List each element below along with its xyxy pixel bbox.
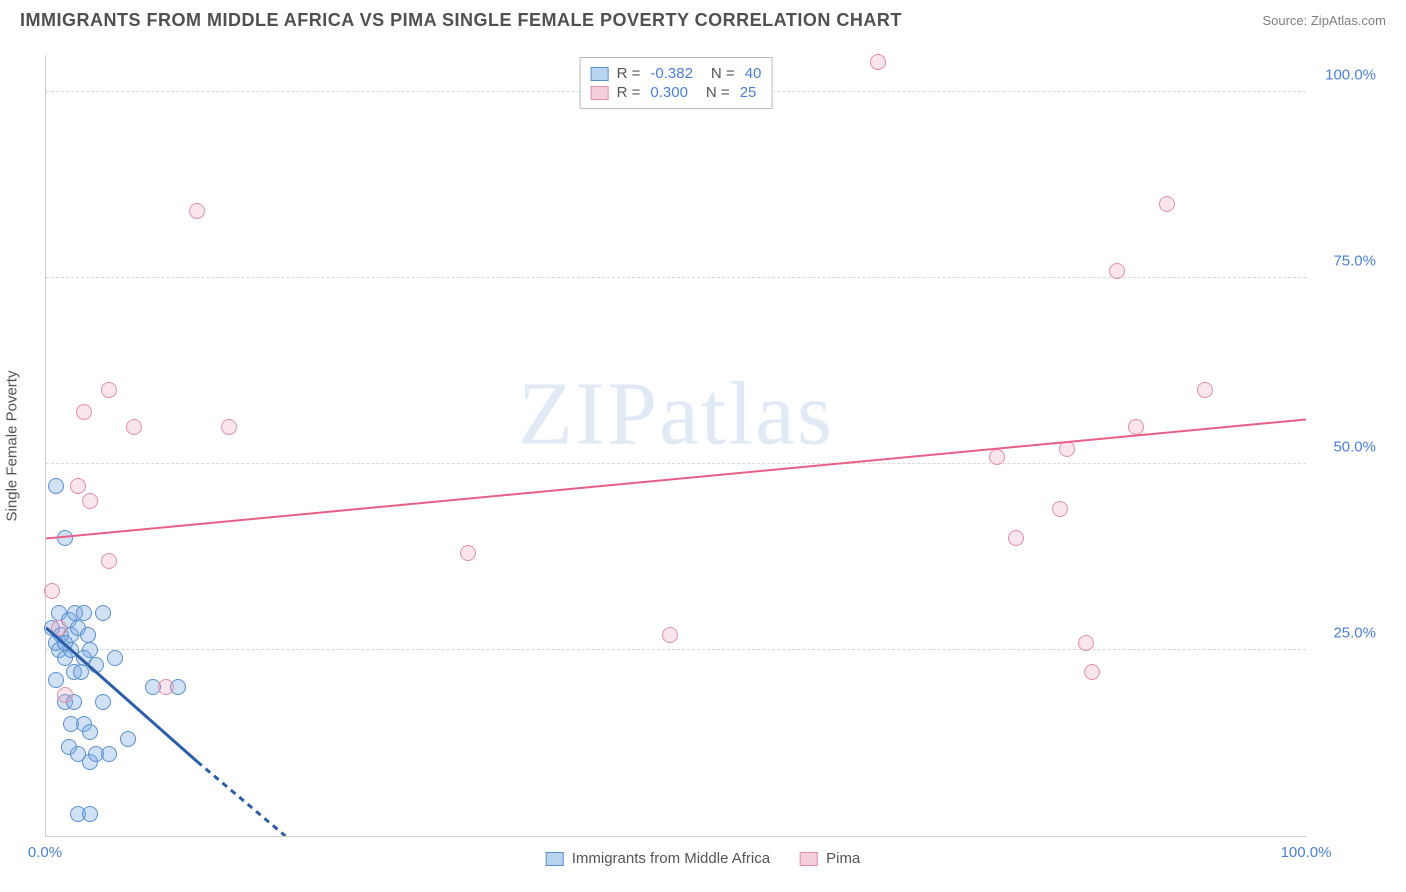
scatter-point-pima (1078, 635, 1094, 651)
scatter-point-pima (1128, 419, 1144, 435)
scatter-point-pima (51, 620, 67, 636)
y-tick-label: 100.0% (1325, 67, 1376, 84)
chart-header: IMMIGRANTS FROM MIDDLE AFRICA VS PIMA SI… (0, 0, 1406, 31)
legend-swatch (591, 67, 609, 81)
legend-item-pima: Pima (800, 850, 860, 867)
scatter-point-pima (1008, 530, 1024, 546)
legend-swatch (800, 852, 818, 866)
scatter-point-immigrants (101, 746, 117, 762)
gridline (46, 463, 1306, 464)
scatter-point-pima (221, 419, 237, 435)
scatter-point-pima (158, 679, 174, 695)
correlation-legend: R = -0.382 N = 40 R = 0.300 N = 25 (580, 57, 773, 109)
scatter-point-pima (44, 583, 60, 599)
scatter-point-immigrants (80, 627, 96, 643)
scatter-point-pima (189, 203, 205, 219)
scatter-point-immigrants (57, 635, 73, 651)
legend-r-value: -0.382 (650, 65, 693, 82)
y-tick-label: 25.0% (1333, 625, 1376, 642)
scatter-point-pima (101, 382, 117, 398)
scatter-point-immigrants (48, 672, 64, 688)
series-legend: Immigrants from Middle Africa Pima (546, 850, 861, 867)
scatter-point-pima (1197, 382, 1213, 398)
legend-label: Immigrants from Middle Africa (572, 850, 770, 867)
legend-row-immigrants: R = -0.382 N = 40 (591, 65, 762, 82)
scatter-point-immigrants (82, 806, 98, 822)
gridline (46, 649, 1306, 650)
scatter-point-pima (1052, 501, 1068, 517)
legend-r-value: 0.300 (650, 84, 688, 101)
watermark: ZIPatlas (518, 363, 834, 466)
scatter-point-immigrants (73, 664, 89, 680)
scatter-point-pima (76, 404, 92, 420)
scatter-point-pima (1084, 664, 1100, 680)
scatter-point-pima (70, 478, 86, 494)
scatter-point-pima (989, 449, 1005, 465)
x-tick-label: 100.0% (1281, 844, 1332, 861)
legend-swatch (591, 86, 609, 100)
legend-n-value: 40 (745, 65, 762, 82)
legend-n-value: 25 (740, 84, 757, 101)
legend-label: Pima (826, 850, 860, 867)
trend-lines (46, 55, 1306, 836)
scatter-point-immigrants (107, 650, 123, 666)
scatter-point-immigrants (76, 605, 92, 621)
trend-line-immigrants (197, 762, 285, 836)
legend-r-label: R = (617, 84, 641, 101)
chart-container: ZIPatlas R =-0.382N =40R =0.300N =25 25.… (45, 55, 1306, 837)
x-tick-label: 0.0% (28, 844, 62, 861)
scatter-point-pima (870, 54, 886, 70)
legend-n-label: N = (706, 84, 730, 101)
scatter-point-pima (1159, 196, 1175, 212)
scatter-point-pima (101, 553, 117, 569)
scatter-point-pima (126, 419, 142, 435)
scatter-point-immigrants (57, 530, 73, 546)
scatter-point-immigrants (95, 605, 111, 621)
scatter-point-pima (662, 627, 678, 643)
legend-swatch (546, 852, 564, 866)
y-axis-label: Single Female Poverty (4, 371, 21, 522)
source-attribution: Source: ZipAtlas.com (1262, 13, 1386, 28)
y-tick-label: 50.0% (1333, 439, 1376, 456)
chart-title: IMMIGRANTS FROM MIDDLE AFRICA VS PIMA SI… (20, 10, 902, 31)
trend-line-pima (46, 419, 1306, 538)
scatter-point-immigrants (48, 478, 64, 494)
scatter-point-pima (82, 493, 98, 509)
plot-area: ZIPatlas R =-0.382N =40R =0.300N =25 25.… (45, 55, 1306, 837)
legend-r-label: R = (617, 65, 641, 82)
legend-n-label: N = (711, 65, 735, 82)
scatter-point-pima (1109, 263, 1125, 279)
scatter-point-pima (460, 545, 476, 561)
legend-row-pima: R = 0.300 N = 25 (591, 84, 762, 101)
legend-item-immigrants: Immigrants from Middle Africa (546, 850, 770, 867)
y-tick-label: 75.0% (1333, 253, 1376, 270)
scatter-point-pima (1059, 441, 1075, 457)
scatter-point-immigrants (82, 724, 98, 740)
scatter-point-immigrants (120, 731, 136, 747)
scatter-point-immigrants (95, 694, 111, 710)
scatter-point-pima (57, 687, 73, 703)
scatter-point-immigrants (88, 657, 104, 673)
